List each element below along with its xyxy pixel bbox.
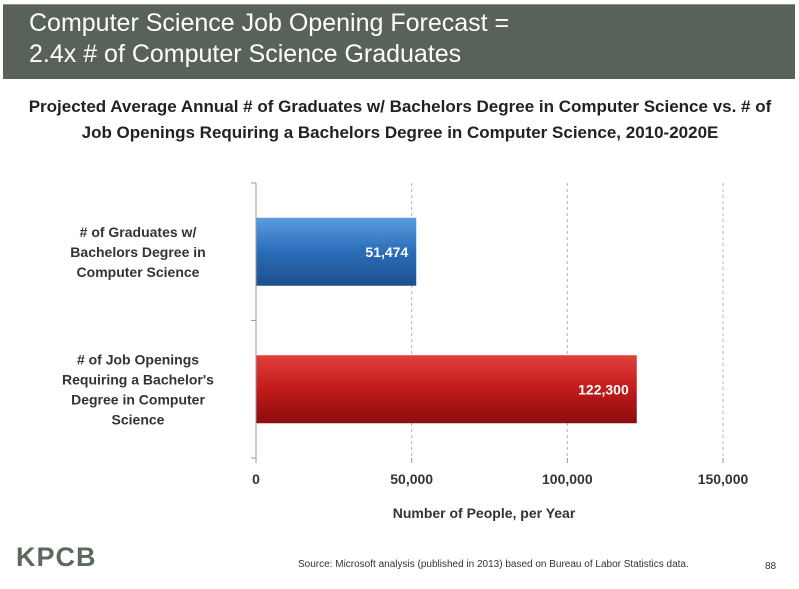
category-label: # of Graduates w/Bachelors Degree in Comp… bbox=[70, 224, 205, 280]
x-tick-label: 150,000 bbox=[698, 471, 749, 487]
category-label: # of Job Openings Requiring a Bachelor's D… bbox=[62, 351, 214, 427]
source-note: Source: Microsoft analysis (published in… bbox=[298, 559, 689, 570]
data-label: 51,474 bbox=[365, 244, 408, 260]
header-bar: Computer Science Job Opening Forecast = … bbox=[3, 4, 795, 79]
kpcb-logo: KPCB bbox=[16, 542, 97, 572]
x-tick-label: 0 bbox=[252, 471, 260, 487]
page-number: 88 bbox=[765, 561, 777, 572]
chart-title: Projected Average Annual # of Graduates … bbox=[28, 97, 772, 142]
page-title: Computer Science Job Opening Forecast = … bbox=[29, 9, 510, 68]
x-tick-label: 50,000 bbox=[390, 471, 433, 487]
bar-job-openings bbox=[256, 355, 637, 424]
x-tick-label: 100,000 bbox=[542, 471, 593, 487]
data-label: 122,300 bbox=[578, 381, 629, 397]
bar-graduates bbox=[256, 217, 417, 286]
x-axis-label: Number of People, per Year bbox=[393, 505, 576, 521]
